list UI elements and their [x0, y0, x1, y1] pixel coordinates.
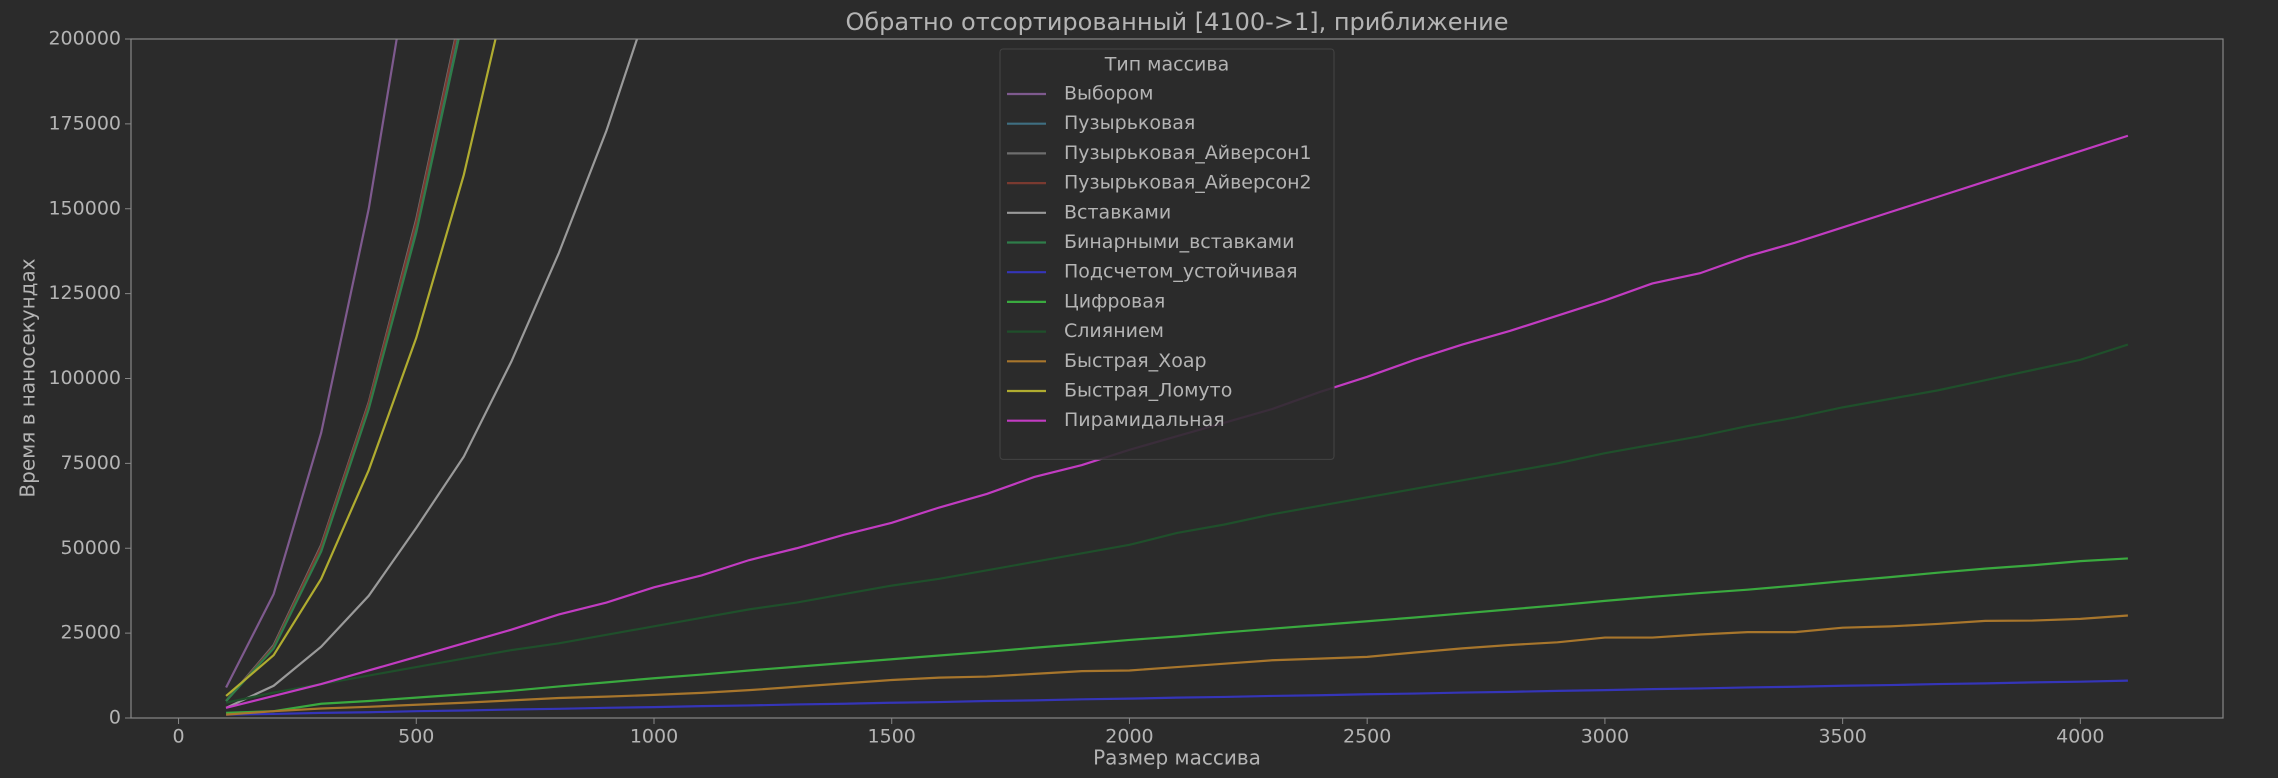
series-line: [225, 39, 460, 702]
y-tick-label: 175000: [48, 112, 121, 134]
legend-label: Слиянием: [1064, 320, 1164, 342]
series-line: [225, 39, 497, 697]
legend-label: Выбором: [1064, 83, 1153, 105]
x-tick-label: 3000: [1581, 726, 1629, 748]
legend-box: [999, 48, 1335, 460]
legend-label: Цифровая: [1064, 290, 1165, 312]
legend-label: Пирамидальная: [1064, 409, 1225, 431]
legend-label: Бинарными_вставками: [1064, 231, 1294, 253]
series-line: [226, 614, 2128, 716]
series-line: [226, 557, 2128, 715]
y-tick-label: 200000: [48, 28, 121, 50]
x-tick-label: 1000: [630, 726, 678, 748]
legend-label: Быстрая_Хоар: [1064, 350, 1207, 372]
y-tick-label: 150000: [48, 197, 121, 219]
legend-label: Подсчетом_устойчивая: [1064, 261, 1298, 283]
x-tick-label: 500: [398, 726, 434, 748]
series-line: [225, 39, 398, 688]
x-tick-label: 2500: [1343, 726, 1391, 748]
x-tick-label: 0: [172, 726, 184, 748]
y-tick-label: 75000: [61, 452, 121, 474]
y-axis-label: Время в наносекундах: [16, 258, 40, 497]
x-tick-label: 1500: [868, 726, 916, 748]
legend-label: Пузырьковая: [1064, 112, 1195, 134]
series-line: [225, 39, 639, 709]
y-tick-label: 125000: [48, 282, 121, 304]
chart-title: Обратно отсортированный [4100->1], прибл…: [845, 8, 1508, 36]
x-tick-label: 4000: [2056, 726, 2104, 748]
legend-label: Быстрая_Ломуто: [1064, 380, 1232, 402]
plot-lines: [225, 39, 2129, 716]
x-axis-label: Размер массива: [1093, 746, 1261, 770]
y-tick-label: 25000: [61, 622, 121, 644]
x-tick-label: 3500: [1818, 726, 1866, 748]
y-tick-label: 50000: [61, 537, 121, 559]
legend-title: Тип массива: [1104, 54, 1229, 76]
legend-label: Пузырьковая_Айверсон1: [1064, 142, 1312, 164]
series-line: [225, 343, 2129, 704]
legend-label: Пузырьковая_Айверсон2: [1064, 172, 1312, 194]
legend-label: Вставками: [1064, 201, 1171, 223]
x-tick-label: 2000: [1105, 726, 1153, 748]
series-line: [226, 679, 2128, 716]
y-tick-label: 0: [109, 707, 121, 729]
y-tick-label: 100000: [48, 367, 121, 389]
